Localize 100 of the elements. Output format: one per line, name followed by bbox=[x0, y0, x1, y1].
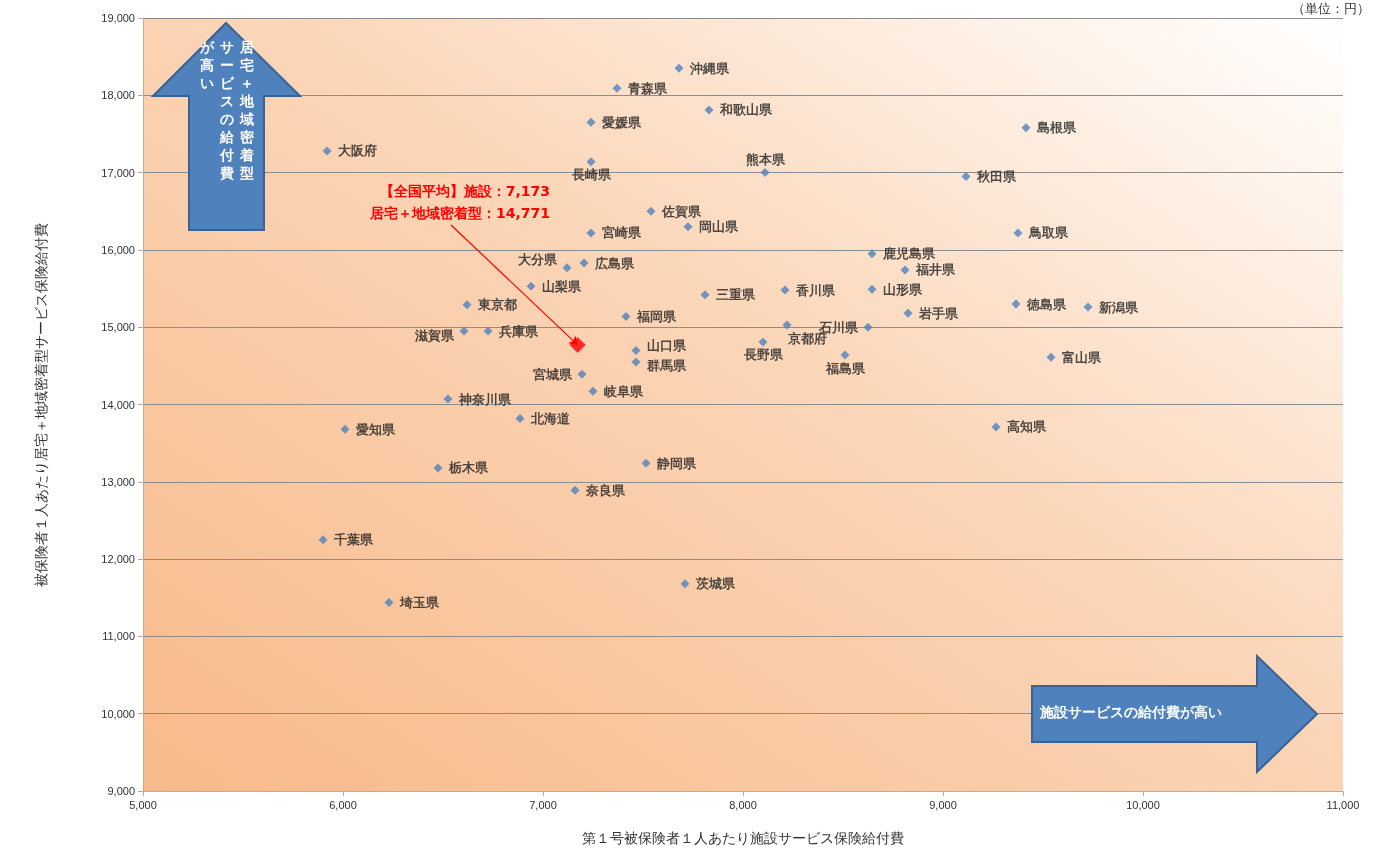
point bbox=[900, 265, 910, 275]
x-tick-label: 9,000 bbox=[929, 798, 957, 811]
point bbox=[612, 83, 622, 93]
point bbox=[903, 308, 913, 318]
y-tick-label: 11,000 bbox=[102, 630, 135, 643]
series-label: 愛媛県 bbox=[601, 114, 642, 130]
series-label: 秋田県 bbox=[975, 168, 1017, 184]
y-tick-label: 17,000 bbox=[101, 166, 135, 179]
series-label: 滋賀県 bbox=[413, 327, 455, 343]
series-label: 三重県 bbox=[715, 287, 756, 303]
point bbox=[1046, 352, 1056, 362]
point bbox=[867, 284, 877, 294]
point bbox=[318, 535, 328, 545]
point bbox=[760, 168, 770, 178]
text: （単位：円） bbox=[1292, 0, 1370, 18]
series-label: 佐賀県 bbox=[660, 203, 702, 219]
point bbox=[526, 281, 536, 291]
y-tick-label: 16,000 bbox=[101, 243, 135, 256]
point bbox=[586, 117, 596, 127]
point bbox=[780, 285, 790, 295]
series-label: 広島県 bbox=[593, 255, 635, 271]
point bbox=[863, 322, 873, 332]
series-label: 熊本県 bbox=[745, 152, 786, 168]
series-label: 兵庫県 bbox=[497, 323, 539, 339]
point bbox=[621, 311, 631, 321]
point bbox=[674, 63, 684, 73]
point bbox=[758, 337, 768, 347]
y-tick-label: 12,000 bbox=[101, 553, 135, 566]
point bbox=[704, 105, 714, 115]
series-label: 島根県 bbox=[1036, 120, 1077, 136]
series-label: 愛知県 bbox=[355, 421, 396, 437]
point bbox=[515, 413, 525, 423]
y-tick-label: 19,000 bbox=[101, 12, 135, 24]
annotation: 【全国平均】施設：7,173 居宅＋地域密着型：14,771 bbox=[370, 182, 551, 223]
x-tick-label: 5,000 bbox=[129, 798, 157, 811]
x-tick-label: 7,000 bbox=[529, 798, 557, 811]
point bbox=[433, 463, 443, 473]
point bbox=[641, 458, 651, 468]
series-label: 神奈川県 bbox=[457, 391, 512, 407]
series-label: 沖縄県 bbox=[688, 60, 730, 76]
annotation: 施設サービスの給付費が高い bbox=[1040, 704, 1222, 722]
series-label: 香川県 bbox=[794, 282, 836, 298]
series-label: 山形県 bbox=[882, 281, 923, 297]
point bbox=[1011, 299, 1021, 309]
series-label: 宮城県 bbox=[532, 366, 573, 382]
series-label: 徳島県 bbox=[1025, 296, 1067, 312]
y-tick-label: 9,000 bbox=[107, 785, 135, 797]
series-label: 長野県 bbox=[742, 347, 784, 363]
series-label: 岩手県 bbox=[917, 305, 959, 321]
series-label: 山梨県 bbox=[541, 278, 582, 294]
series-label: 山口県 bbox=[646, 337, 687, 353]
series-label: 岐阜県 bbox=[603, 383, 644, 399]
series-label: 東京都 bbox=[476, 297, 517, 313]
series-label: 群馬県 bbox=[645, 358, 687, 374]
series-label: 大分県 bbox=[517, 252, 558, 268]
series-label: 鳥取県 bbox=[1027, 225, 1069, 241]
series-label: 富山県 bbox=[1061, 349, 1102, 365]
series-label: 福岡県 bbox=[635, 308, 677, 324]
x-axis-title: 第１号被保険者１人あたり施設サービス保険給付費 bbox=[582, 830, 904, 846]
point bbox=[459, 326, 469, 336]
series-label: 岡山県 bbox=[698, 219, 739, 235]
series-label: 福島県 bbox=[824, 360, 866, 376]
point bbox=[586, 157, 596, 167]
point bbox=[570, 485, 580, 495]
point bbox=[961, 171, 971, 181]
y-axis-title: 被保険者１人あたり居宅＋地域密着型サービス保険給付費 bbox=[33, 222, 49, 587]
point bbox=[462, 300, 472, 310]
series-label: 鹿児島県 bbox=[881, 246, 936, 262]
point bbox=[577, 369, 587, 379]
point bbox=[840, 350, 850, 360]
point bbox=[1021, 123, 1031, 133]
point bbox=[991, 422, 1001, 432]
series-label: 青森県 bbox=[626, 80, 668, 96]
point bbox=[588, 386, 598, 396]
y-tick-label: 18,000 bbox=[101, 89, 135, 102]
point bbox=[562, 263, 572, 273]
point bbox=[1083, 302, 1093, 312]
y-tick-label: 14,000 bbox=[101, 398, 135, 411]
series-label: 福井県 bbox=[914, 262, 956, 278]
point bbox=[700, 290, 710, 300]
point bbox=[1013, 228, 1023, 238]
point bbox=[646, 206, 656, 216]
series-label: 千葉県 bbox=[332, 532, 374, 548]
text: 居宅＋地域密着型サービスの給付費が高い bbox=[200, 39, 254, 181]
x-tick-label: 6,000 bbox=[329, 798, 357, 811]
series-label: 埼玉県 bbox=[398, 594, 440, 610]
point bbox=[867, 249, 877, 259]
point bbox=[569, 336, 586, 353]
series-label: 茨城県 bbox=[694, 576, 736, 592]
series-label: 高知県 bbox=[1006, 419, 1047, 435]
point bbox=[322, 146, 332, 156]
x-tick-label: 8,000 bbox=[729, 798, 757, 811]
series-label: 北海道 bbox=[529, 410, 571, 426]
series-label: 新潟県 bbox=[1097, 299, 1139, 315]
x-tick-label: 11,000 bbox=[1326, 798, 1360, 811]
point bbox=[683, 222, 693, 232]
series-label: 奈良県 bbox=[584, 482, 626, 498]
series-label: 栃木県 bbox=[447, 460, 489, 476]
point bbox=[782, 320, 792, 330]
point bbox=[384, 597, 394, 607]
